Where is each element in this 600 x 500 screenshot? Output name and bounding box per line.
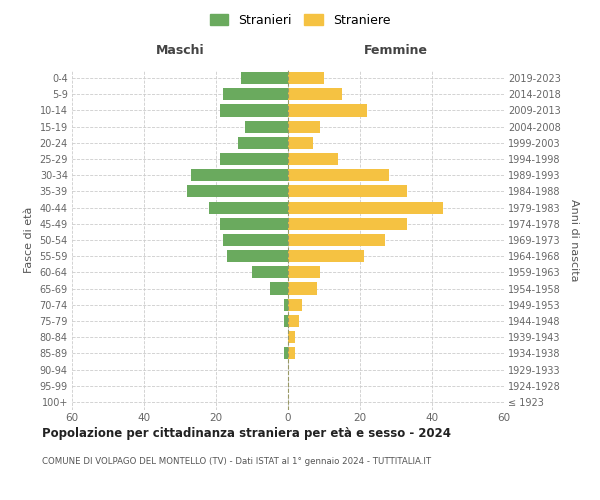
Bar xyxy=(288,298,302,311)
Bar xyxy=(270,282,288,294)
Bar xyxy=(209,202,288,213)
Bar xyxy=(288,266,320,278)
Bar xyxy=(223,88,288,101)
Bar xyxy=(288,218,407,230)
Bar xyxy=(288,104,367,117)
Bar xyxy=(220,218,288,230)
Text: Femmine: Femmine xyxy=(364,44,428,57)
Bar xyxy=(223,234,288,246)
Bar xyxy=(288,202,443,213)
Text: Popolazione per cittadinanza straniera per età e sesso - 2024: Popolazione per cittadinanza straniera p… xyxy=(42,428,451,440)
Bar xyxy=(288,186,407,198)
Bar xyxy=(220,153,288,165)
Bar xyxy=(220,104,288,117)
Bar xyxy=(288,169,389,181)
Bar xyxy=(288,234,385,246)
Bar xyxy=(288,120,320,132)
Bar xyxy=(288,282,317,294)
Bar xyxy=(245,120,288,132)
Bar xyxy=(238,137,288,149)
Y-axis label: Anni di nascita: Anni di nascita xyxy=(569,198,580,281)
Text: Maschi: Maschi xyxy=(155,44,205,57)
Bar xyxy=(288,153,338,165)
Bar xyxy=(288,315,299,327)
Bar xyxy=(191,169,288,181)
Bar xyxy=(288,137,313,149)
Bar xyxy=(187,186,288,198)
Bar xyxy=(252,266,288,278)
Bar xyxy=(284,315,288,327)
Bar xyxy=(288,72,324,84)
Bar xyxy=(284,298,288,311)
Legend: Stranieri, Straniere: Stranieri, Straniere xyxy=(205,8,395,32)
Y-axis label: Fasce di età: Fasce di età xyxy=(24,207,34,273)
Text: COMUNE DI VOLPAGO DEL MONTELLO (TV) - Dati ISTAT al 1° gennaio 2024 - TUTTITALIA: COMUNE DI VOLPAGO DEL MONTELLO (TV) - Da… xyxy=(42,458,431,466)
Bar xyxy=(284,348,288,360)
Bar xyxy=(241,72,288,84)
Bar xyxy=(288,250,364,262)
Bar xyxy=(288,88,342,101)
Bar xyxy=(288,348,295,360)
Bar xyxy=(227,250,288,262)
Bar xyxy=(288,331,295,343)
